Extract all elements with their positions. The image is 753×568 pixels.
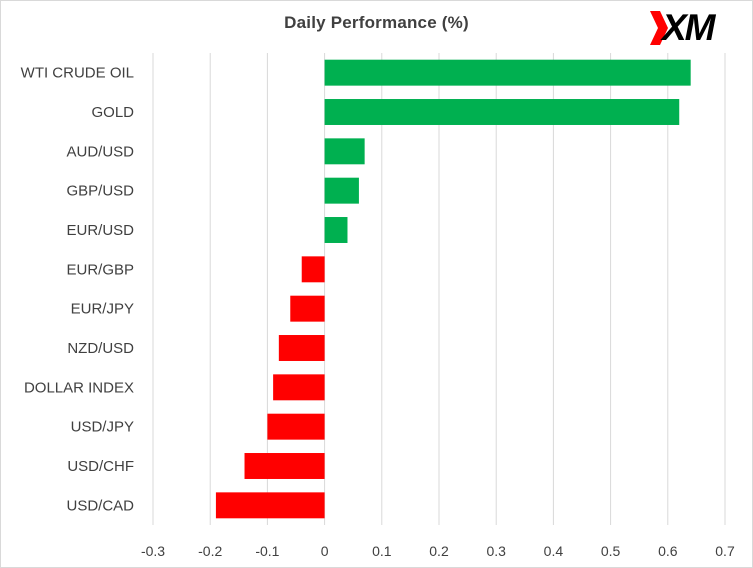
x-tick-label: -0.2 xyxy=(198,543,222,559)
bar xyxy=(324,59,691,86)
bar xyxy=(215,492,325,519)
xm-logo-accent-icon xyxy=(650,11,668,45)
bar xyxy=(324,177,359,204)
bar xyxy=(267,413,325,440)
category-label: AUD/USD xyxy=(66,143,134,160)
x-tick-label: 0.4 xyxy=(544,543,564,559)
x-tick-label: -0.3 xyxy=(141,543,165,559)
xm-logo-text: XM xyxy=(662,7,715,48)
bar xyxy=(244,453,325,479)
category-label: EUR/USD xyxy=(66,222,134,239)
x-tick-label: 0.2 xyxy=(429,543,449,559)
category-label: USD/CHF xyxy=(67,458,134,475)
category-label: EUR/JPY xyxy=(71,301,134,318)
bar xyxy=(290,295,325,322)
bar xyxy=(273,374,325,401)
bar xyxy=(324,138,365,165)
xm-logo: XM xyxy=(644,7,744,49)
x-tick-label: 0.6 xyxy=(658,543,678,559)
x-tick-label: 0.3 xyxy=(486,543,506,559)
bar xyxy=(324,99,680,125)
category-label: USD/CAD xyxy=(66,497,134,514)
category-label: DOLLAR INDEX xyxy=(24,379,134,396)
x-tick-label: -0.1 xyxy=(255,543,279,559)
category-label: WTI CRUDE OIL xyxy=(21,65,134,82)
category-label: GOLD xyxy=(91,104,134,121)
chart-title: Daily Performance (%) xyxy=(284,13,469,32)
category-label: EUR/GBP xyxy=(66,261,134,278)
x-tick-label: 0.7 xyxy=(715,543,735,559)
bar xyxy=(301,256,325,283)
x-tick-label: 0.1 xyxy=(372,543,392,559)
x-tick-label: 0.5 xyxy=(601,543,621,559)
category-label: USD/JPY xyxy=(71,419,134,436)
category-label: NZD/USD xyxy=(67,340,134,357)
bar xyxy=(324,217,348,243)
bar xyxy=(278,335,325,361)
x-tick-label: 0 xyxy=(321,543,329,559)
category-label: GBP/USD xyxy=(66,183,134,200)
